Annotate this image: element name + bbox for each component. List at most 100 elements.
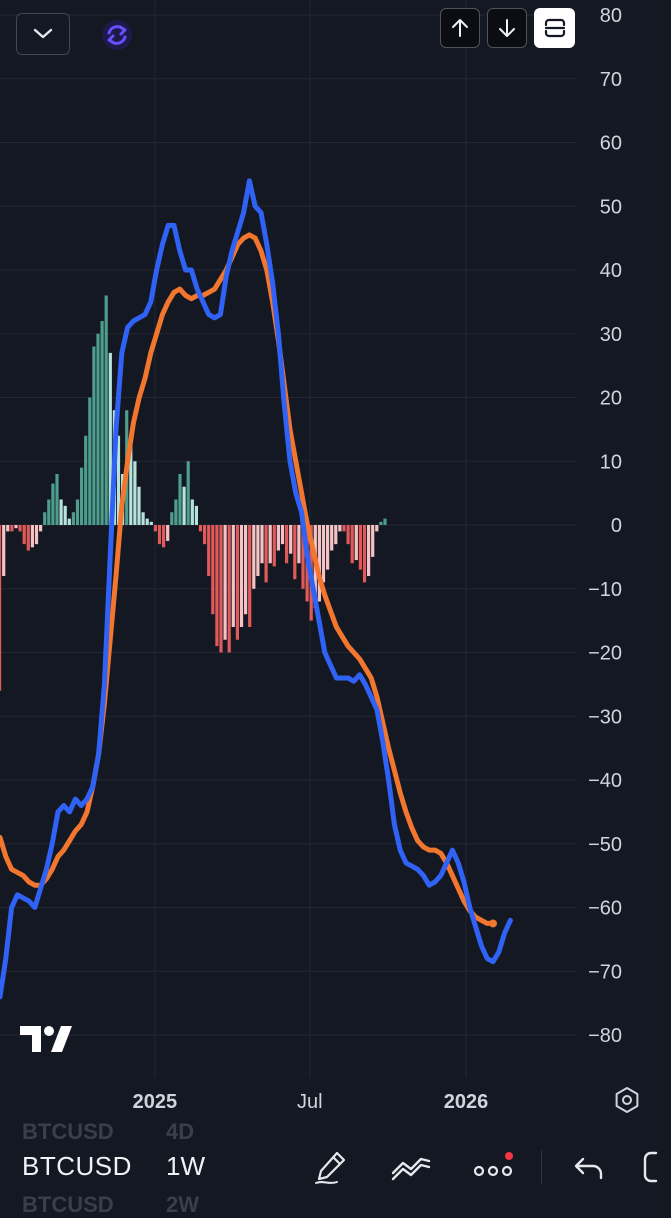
histogram-bar: [260, 525, 264, 564]
histogram-bar: [301, 525, 305, 589]
histogram-bar: [297, 525, 301, 564]
histogram-bar: [383, 518, 387, 525]
fullscreen-icon: [643, 1151, 658, 1183]
histogram-bar: [280, 525, 285, 545]
histogram-bar: [174, 499, 178, 525]
histogram-bar: [92, 346, 96, 525]
histogram-bar: [26, 525, 30, 551]
histogram-bar: [116, 435, 121, 525]
histogram-bar: [354, 525, 358, 561]
histogram-bar: [133, 461, 137, 525]
histogram-bar: [182, 486, 186, 525]
histogram-bar: [104, 295, 108, 525]
histogram-bar: [350, 525, 354, 564]
histogram-bar: [149, 521, 153, 525]
histogram-bar: [0, 525, 2, 691]
more-button[interactable]: [468, 1142, 518, 1192]
signal-last-point: [489, 919, 497, 928]
histogram-bar: [207, 525, 211, 576]
interval-selector[interactable]: 1W: [166, 1151, 205, 1181]
histogram-bar: [67, 518, 71, 525]
histogram-bar: [6, 525, 10, 532]
chevron-down-icon: [33, 28, 53, 39]
histogram-bar: [211, 525, 215, 615]
histogram-bar: [166, 525, 170, 541]
histogram-bar: [71, 512, 75, 525]
histogram-bar: [43, 512, 47, 525]
histogram-bar: [10, 525, 14, 532]
histogram-bar: [194, 505, 198, 525]
histogram-bar: [223, 525, 227, 640]
draw-button[interactable]: [306, 1142, 356, 1192]
histogram-bar: [59, 499, 63, 525]
symbol-selector[interactable]: BTCUSD: [22, 1151, 132, 1181]
fullscreen-button[interactable]: [632, 1142, 671, 1192]
histogram-bar: [346, 525, 350, 545]
histogram-bar: [18, 525, 22, 532]
histogram-bar: [34, 525, 39, 545]
histogram-bar: [276, 525, 280, 551]
signal-line: [0, 232, 496, 926]
collapse-panel-button[interactable]: [16, 13, 70, 55]
histogram-bar: [248, 525, 252, 627]
histogram-bar: [367, 525, 371, 576]
histogram-bar: [358, 525, 362, 570]
histogram-bar: [157, 525, 162, 545]
y-tick-label: 30: [600, 324, 622, 346]
histogram-bar: [334, 525, 338, 545]
histogram-bar: [108, 352, 112, 525]
y-tick-label: −10: [588, 579, 622, 601]
undo-icon: [574, 1157, 603, 1180]
y-tick-label: 80: [600, 5, 622, 27]
sync-button[interactable]: [98, 16, 136, 54]
y-tick-label: −40: [588, 770, 622, 792]
ghost-interval-above: 4D: [166, 1119, 195, 1144]
histogram-bar: [317, 525, 321, 602]
histogram-bar: [14, 525, 18, 529]
y-tick-label: 50: [600, 196, 622, 218]
macd-chart[interactable]: 80 70 60 50 40 30 20 10 0 −10 −20 −30 −40 −50 −60 −70 −8…: [0, 0, 671, 1120]
histogram-bar: [162, 525, 166, 548]
y-tick-label: −60: [588, 898, 622, 920]
histogram-bar: [30, 525, 34, 548]
histogram-bar: [235, 525, 239, 640]
fit-screen-icon: [544, 18, 565, 38]
histogram-bar: [55, 474, 59, 525]
histogram-bar: [342, 525, 346, 532]
arrow-up-icon: [452, 19, 468, 37]
histogram-bar: [321, 525, 326, 583]
histogram-bar: [198, 525, 203, 532]
y-tick-label: 20: [600, 388, 622, 410]
y-tick-label: 10: [600, 451, 622, 473]
histogram-bar: [244, 525, 248, 615]
undo-button[interactable]: [564, 1142, 614, 1192]
scroll-up-button[interactable]: [440, 8, 480, 48]
histogram-bar: [375, 525, 379, 532]
histogram-bar: [272, 525, 276, 567]
indicators-button[interactable]: [386, 1142, 436, 1192]
draw-icon: [315, 1151, 346, 1184]
histogram-bar: [145, 518, 149, 525]
histogram-bar: [129, 435, 133, 525]
fit-screen-button[interactable]: [534, 8, 575, 48]
histogram-bar: [379, 521, 383, 525]
histogram-bar: [203, 525, 207, 545]
y-tick-label: 40: [600, 260, 622, 282]
histogram-bar: [362, 525, 367, 583]
x-tick-label: 2026: [444, 1091, 489, 1113]
x-axis[interactable]: 2025 Jul 2026: [133, 1091, 489, 1113]
histogram-bar: [153, 525, 157, 532]
scroll-down-button[interactable]: [487, 8, 527, 48]
histogram-bar: [141, 512, 145, 525]
histogram-bar: [293, 525, 297, 580]
chart-settings-button[interactable]: [610, 1083, 644, 1117]
histogram-bar: [215, 525, 219, 647]
y-axis[interactable]: 80 70 60 50 40 30 20 10 0 −10 −20 −30 −40 −50 −60 −70 −8…: [588, 5, 622, 1047]
histogram-bar: [39, 525, 43, 532]
histogram-bar: [137, 486, 141, 525]
histogram-bar: [338, 525, 342, 532]
histogram-bar: [51, 483, 55, 525]
y-tick-label: 60: [600, 133, 622, 155]
histogram-bar: [178, 474, 182, 525]
x-tick-label: Jul: [297, 1091, 323, 1113]
